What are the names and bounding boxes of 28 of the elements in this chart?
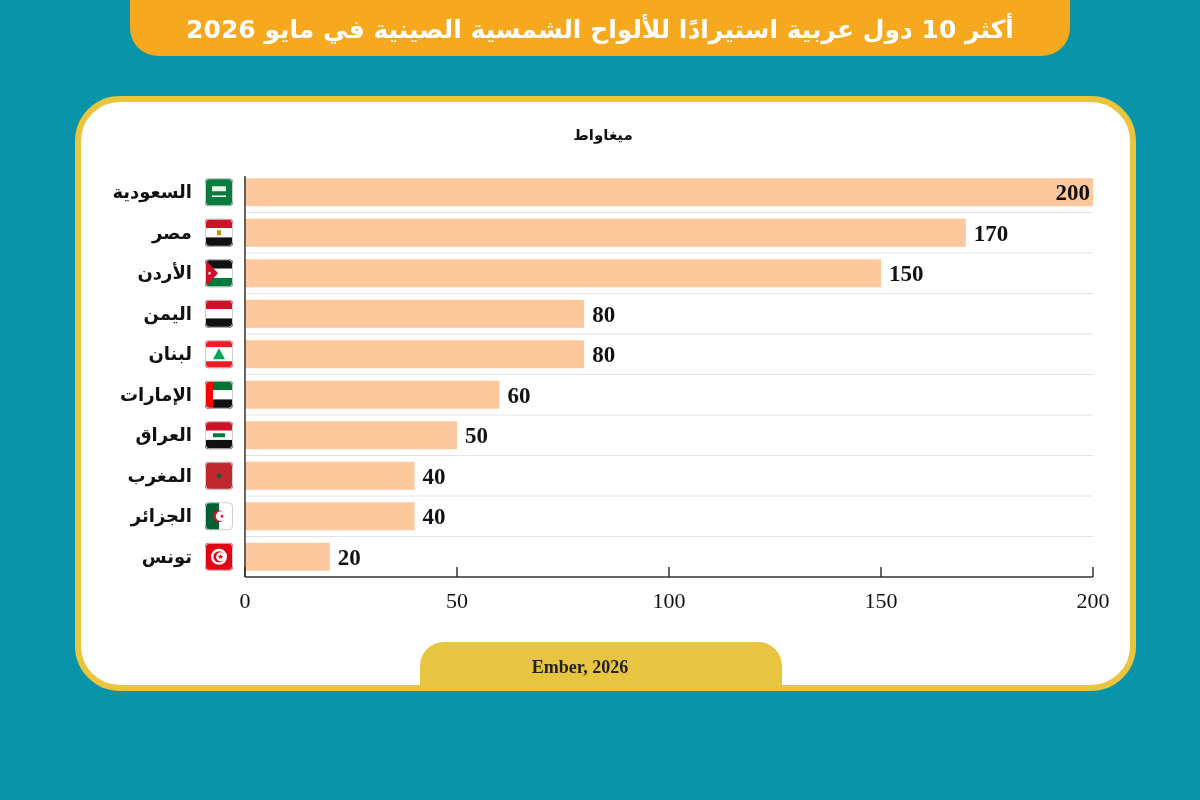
- y-tick-label: الإمارات: [119, 383, 192, 405]
- x-tick-label: 0: [239, 588, 251, 613]
- x-tick-label: 150: [864, 588, 898, 613]
- text: Ember, 2026: [531, 657, 629, 677]
- data-label: 40: [422, 504, 446, 530]
- y-tick-label: المغرب: [127, 464, 192, 487]
- x-tick-label: 200: [1076, 588, 1110, 613]
- data-label: 60: [507, 382, 531, 408]
- y-tick-label: الجزائر: [129, 505, 192, 528]
- y-tick-label: اليمن: [143, 302, 192, 325]
- y-tick-label: لبنان: [148, 343, 192, 365]
- data-label: 170: [973, 220, 1009, 246]
- y-tick-label: الأردن: [137, 262, 192, 284]
- data-label: 150: [889, 261, 924, 287]
- data-label: 80: [592, 301, 616, 327]
- data-label: 40: [422, 463, 446, 489]
- y-tick-label: العراق: [135, 424, 192, 447]
- y-tick-label: تونس: [141, 545, 192, 568]
- data-label: 50: [465, 423, 488, 449]
- chart-title: أكثر 10 دول عربية استيرادًا للألواح الشمسية الصينية في مايو 2026: [186, 13, 1014, 45]
- data-label: 80: [592, 342, 616, 368]
- data-label: 20: [337, 544, 361, 570]
- y-tick-label: مصر: [150, 221, 192, 244]
- x-tick-label: 100: [652, 588, 686, 613]
- data-label: 200: [1055, 180, 1090, 206]
- y-tick-label: السعودية: [112, 181, 192, 204]
- x-tick-label: 50: [446, 588, 468, 613]
- x-axis-title: ميغاواط: [573, 126, 633, 144]
